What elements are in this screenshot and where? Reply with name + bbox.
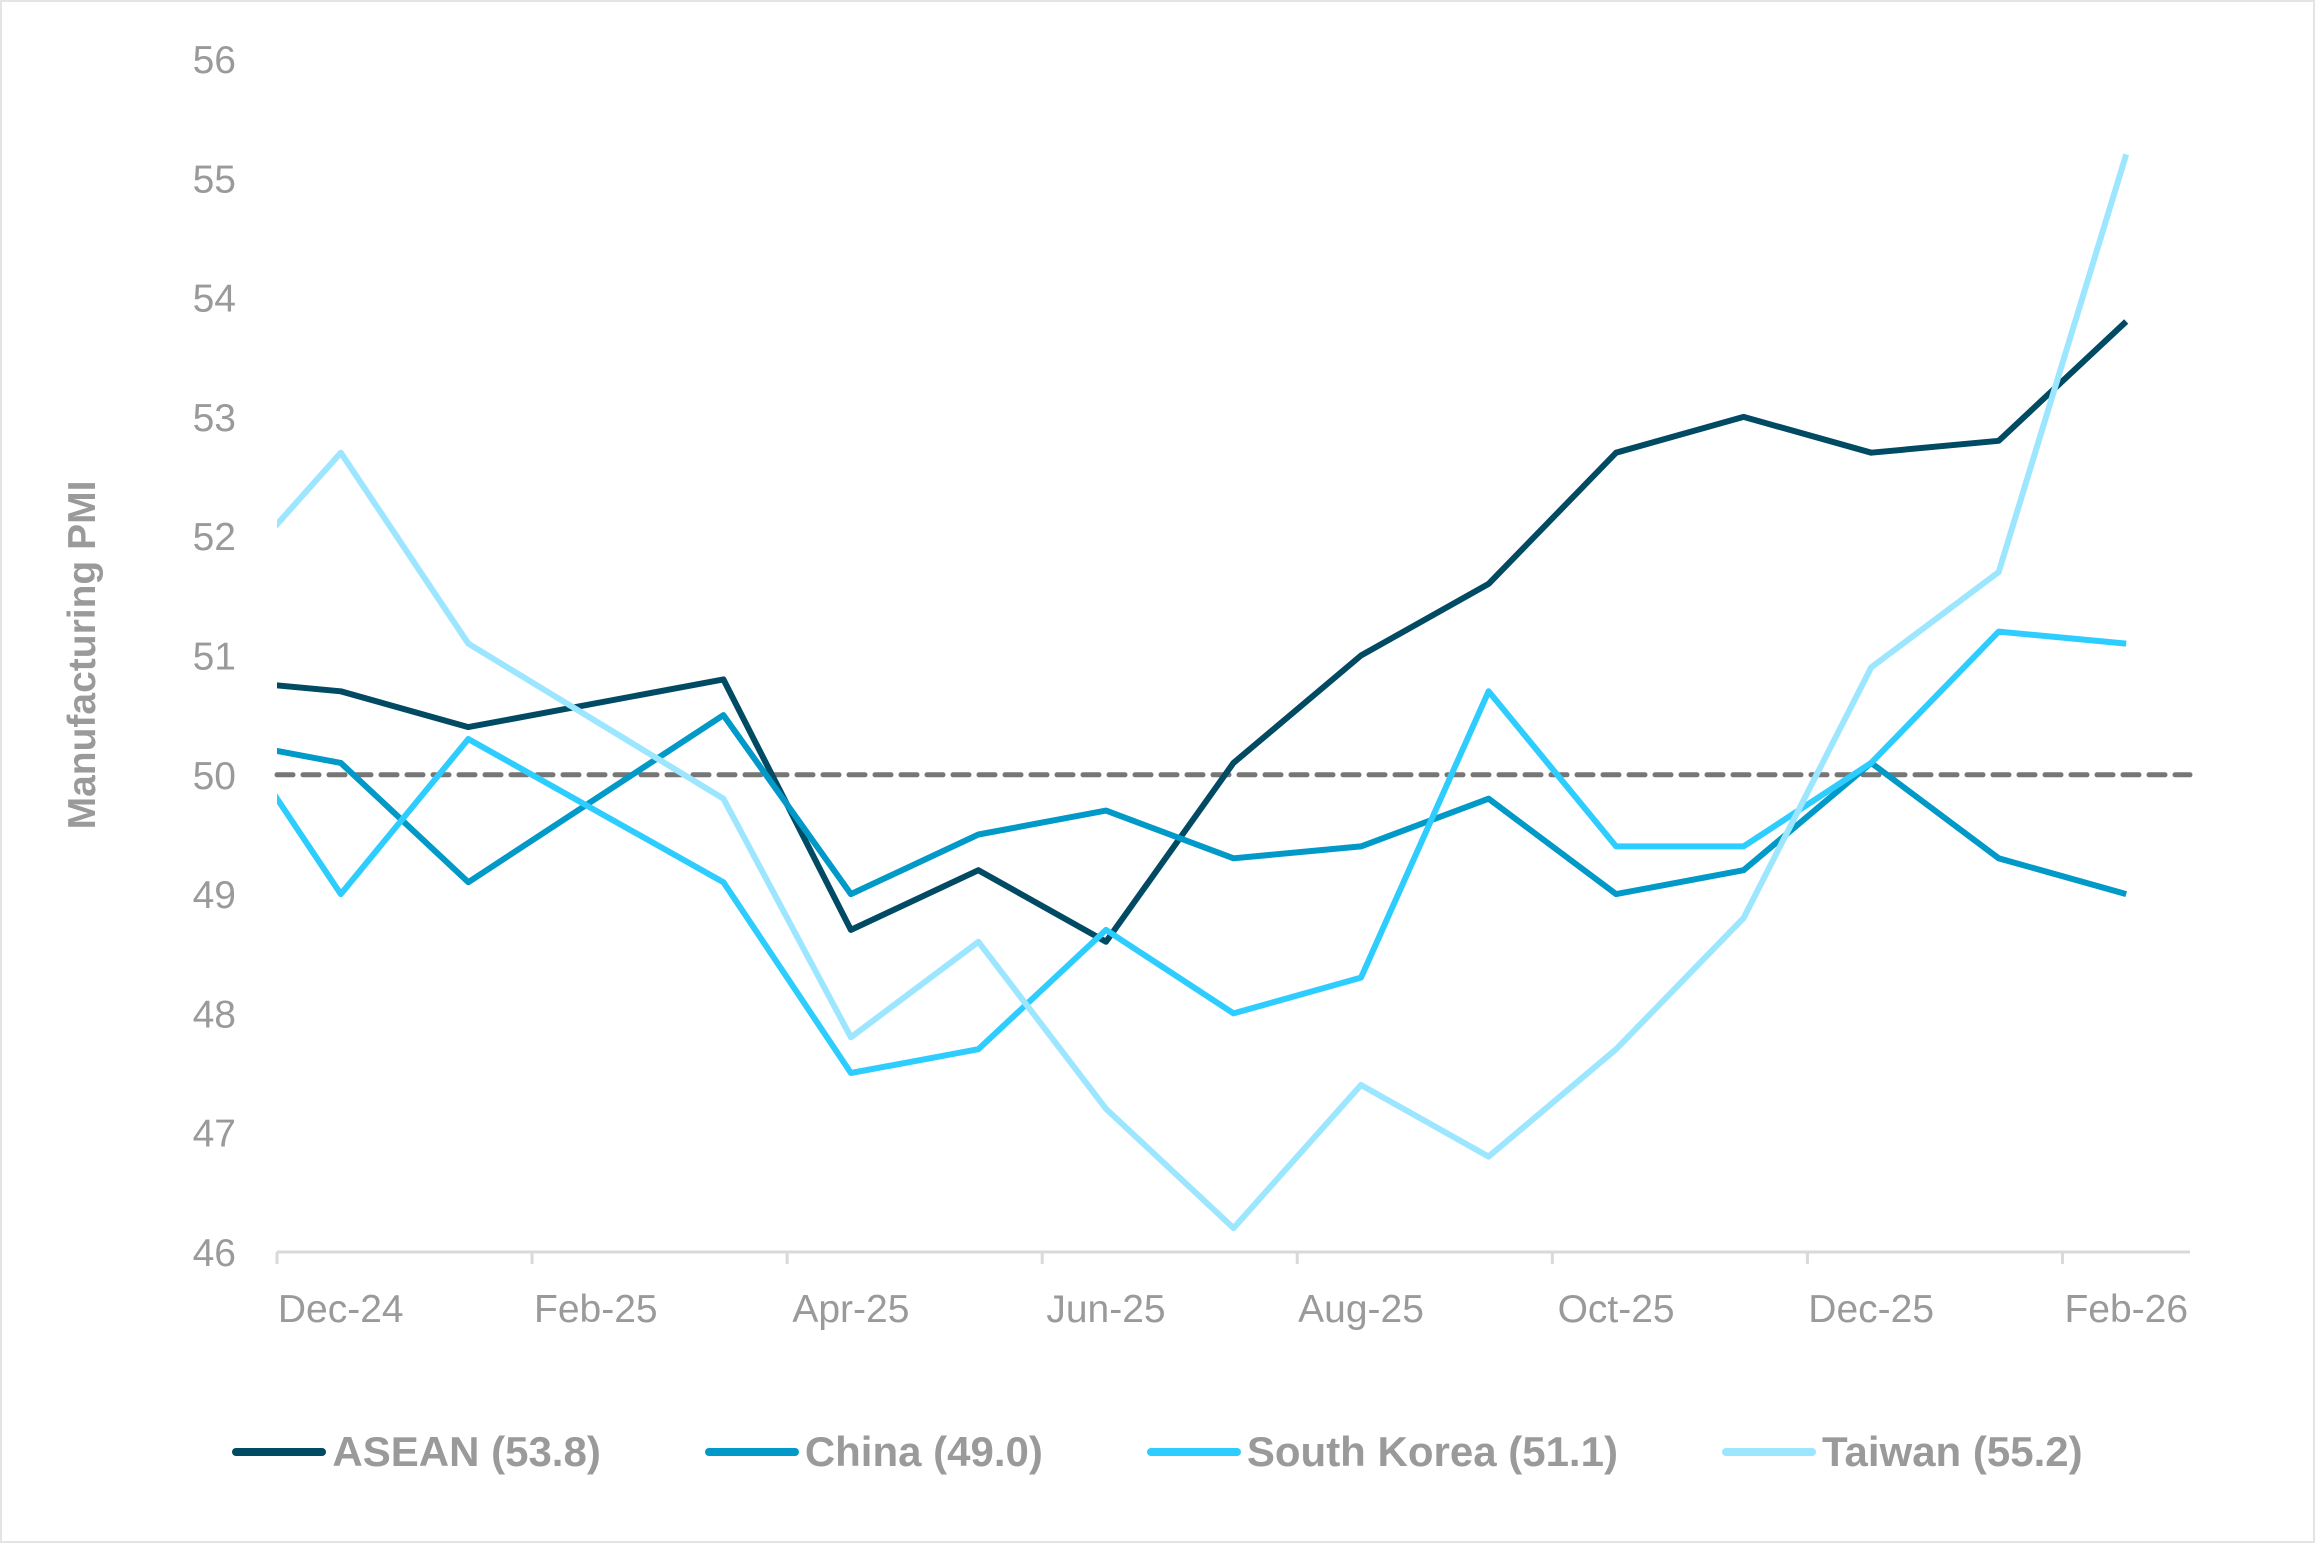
legend-label: China (49.0) xyxy=(804,1428,1043,1475)
x-tick-label: Jun-25 xyxy=(1046,1288,1165,1331)
legend-swatch xyxy=(1721,1448,1816,1456)
legend-item: South Korea (51.1) xyxy=(1146,1428,1618,1476)
y-axis-ticks: 46 47 48 49 50 51 52 53 54 55 56 xyxy=(193,39,236,1275)
series-line-2 xyxy=(277,628,2127,1076)
legend-label: South Korea (51.1) xyxy=(1246,1428,1618,1475)
series-line-1 xyxy=(277,712,2128,898)
y-tick-label: 46 xyxy=(193,1232,236,1275)
legend-swatch xyxy=(1146,1448,1241,1456)
y-tick-label: 51 xyxy=(193,636,236,679)
legend-item: Taiwan (55.2) xyxy=(1721,1428,2083,1476)
y-axis-title: Manufacturing PMI xyxy=(61,481,104,830)
y-tick-label: 54 xyxy=(193,278,236,321)
y-tick-label: 56 xyxy=(193,39,236,82)
x-tick-label: Dec-24 xyxy=(278,1288,404,1331)
legend-swatch xyxy=(232,1448,327,1456)
legend-label: Taiwan (55.2) xyxy=(1821,1428,2083,1475)
legend-item: ASEAN (53.8) xyxy=(232,1428,601,1476)
y-tick-label: 55 xyxy=(193,158,236,201)
legend-swatch xyxy=(704,1448,799,1456)
y-tick-label: 50 xyxy=(193,755,236,798)
y-tick-label: 52 xyxy=(193,516,236,559)
x-axis-ticks: Dec-24 Feb-25 Apr-25 Jun-25 Aug-25 Oct-25 Dec-… xyxy=(275,1252,2188,1331)
y-tick-label: 53 xyxy=(193,397,236,440)
legend: ASEAN (53.8) China (49.0) South Korea (51.… xyxy=(0,1428,2315,1476)
x-tick-label: Aug-25 xyxy=(1298,1288,1424,1331)
x-tick-label: Dec-25 xyxy=(1808,1288,1934,1331)
legend-item: China (49.0) xyxy=(704,1428,1043,1476)
series-lines xyxy=(277,153,2130,1232)
y-tick-label: 48 xyxy=(193,993,236,1036)
x-tick-label: Apr-25 xyxy=(792,1288,909,1331)
series-line-0 xyxy=(277,319,2129,945)
y-tick-label: 47 xyxy=(193,1113,236,1156)
x-tick-label: Feb-26 xyxy=(2064,1288,2188,1331)
y-tick-label: 49 xyxy=(193,874,236,917)
x-tick-label: Oct-25 xyxy=(1558,1288,1675,1331)
legend-label: ASEAN (53.8) xyxy=(332,1428,601,1475)
x-tick-label: Feb-25 xyxy=(534,1288,658,1331)
series-line-3 xyxy=(277,153,2130,1232)
